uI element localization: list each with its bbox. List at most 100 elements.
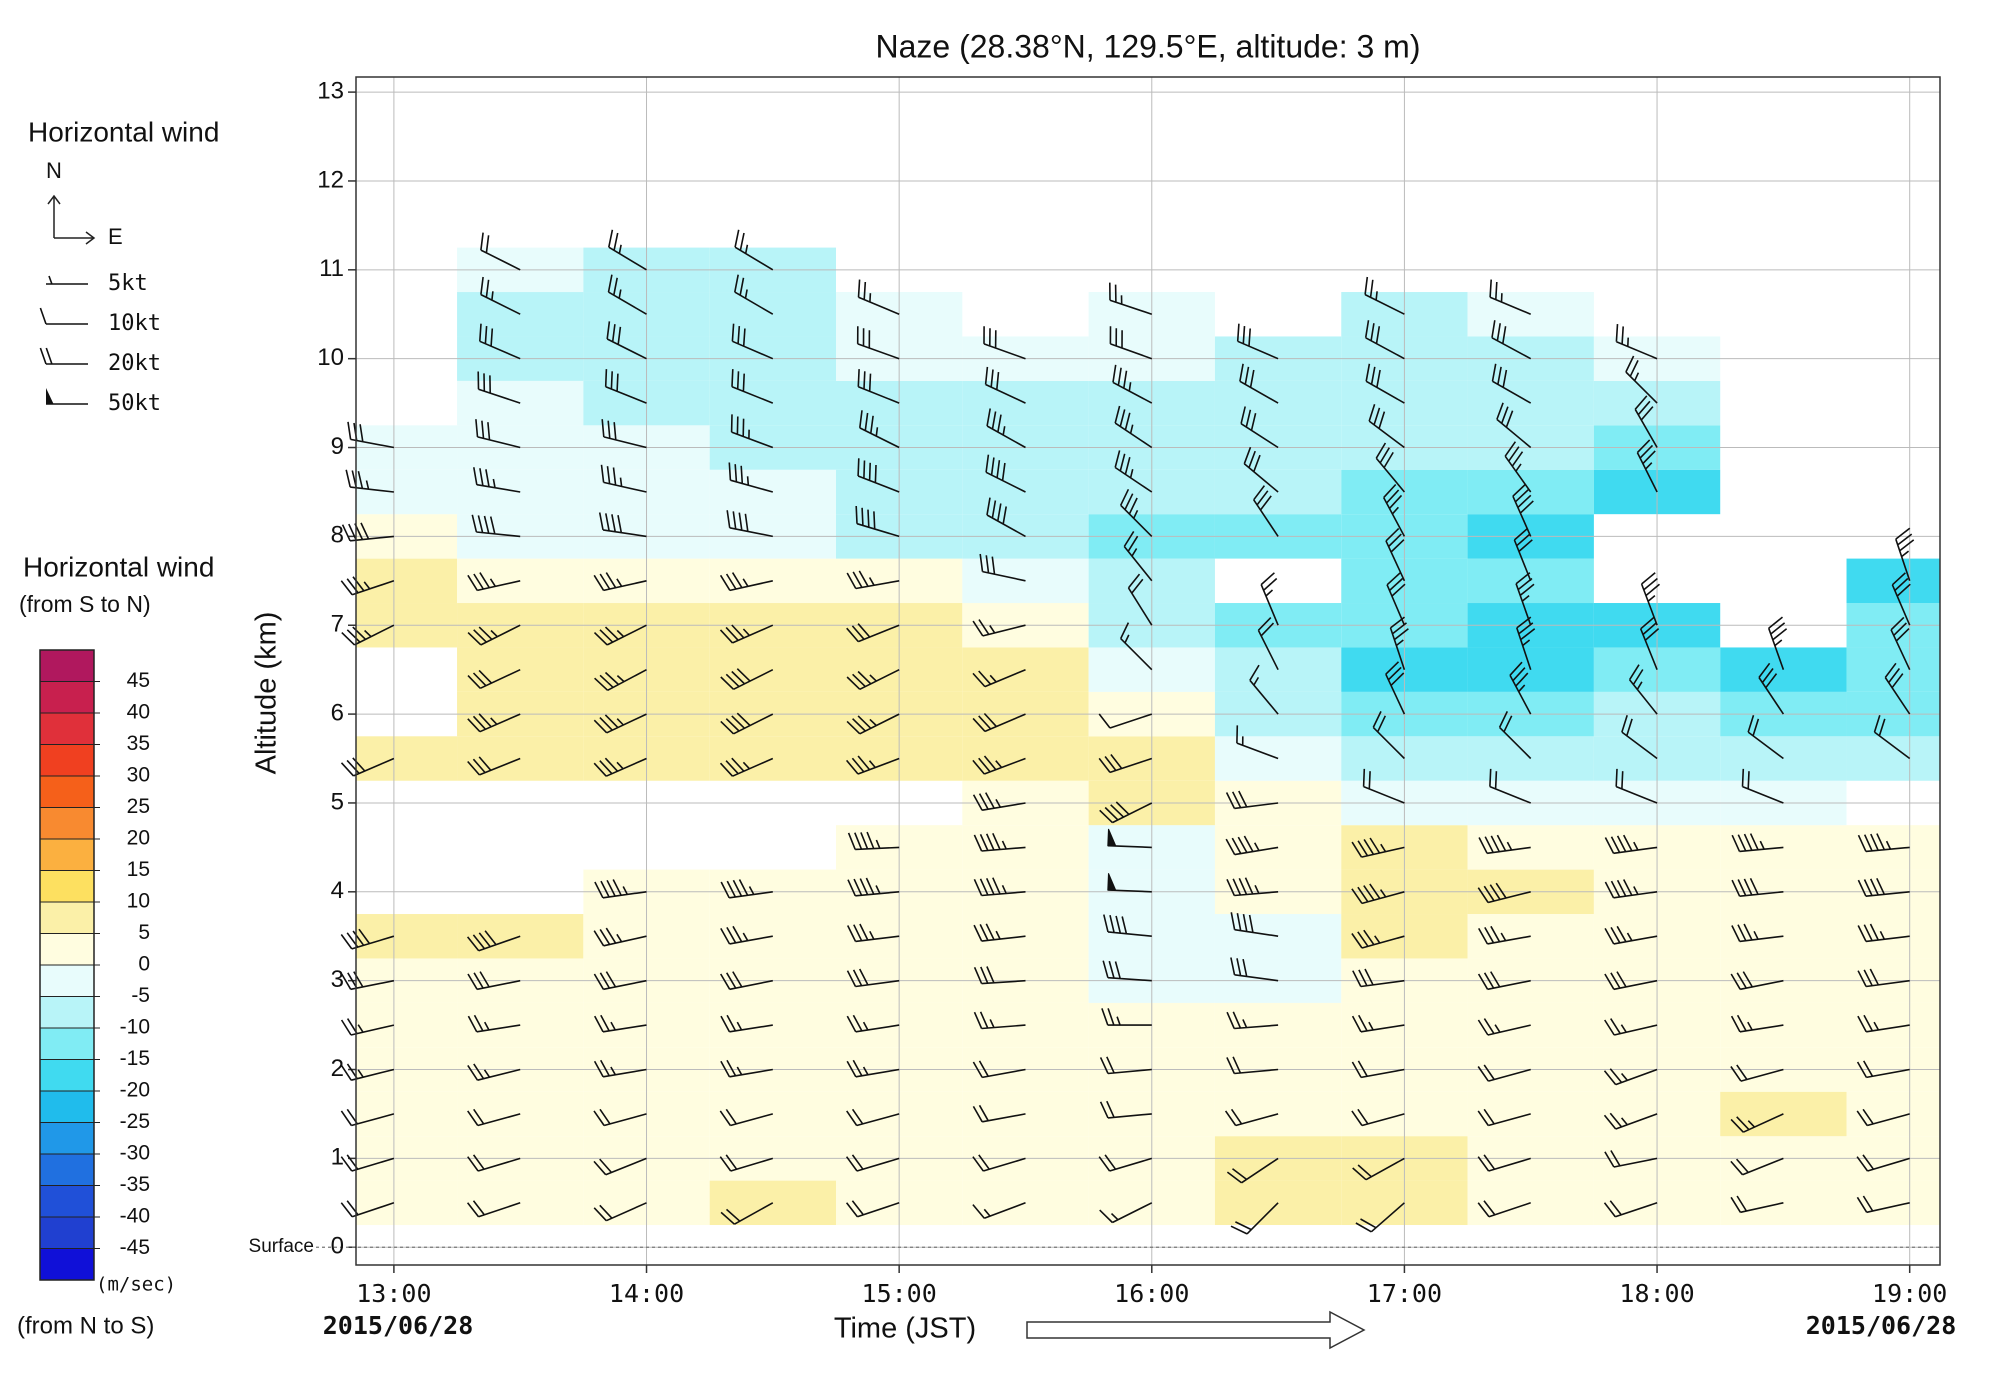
wind-cell	[1846, 736, 1940, 781]
wind-barb	[1386, 572, 1406, 626]
y-tick-label: 5	[331, 788, 344, 815]
wind-cell	[1214, 914, 1342, 959]
wind-barb	[467, 713, 521, 733]
wind-barb	[467, 1063, 521, 1081]
wind-barb	[1099, 1202, 1153, 1224]
wind-barb	[1730, 1014, 1784, 1033]
wind-barb	[1477, 1064, 1531, 1082]
wind-barb	[728, 462, 774, 493]
wind-barb	[340, 1018, 395, 1036]
colorbar-bin	[39, 807, 95, 840]
wind-barb	[720, 1059, 773, 1078]
wind-barb	[606, 321, 647, 360]
wind-barb	[467, 1108, 521, 1127]
y-tick-label: 12	[317, 166, 344, 193]
wind-barb	[1516, 616, 1536, 670]
wind-cell	[457, 469, 584, 515]
wind-barb	[1604, 1018, 1658, 1036]
colorbar-bin	[39, 996, 95, 1029]
wind-barb	[593, 971, 647, 991]
wind-barb	[734, 229, 774, 271]
wind-barb	[1225, 835, 1279, 856]
wind-cell	[356, 914, 458, 959]
colorbar-bin	[39, 744, 95, 777]
wind-barb	[1477, 882, 1531, 904]
wind-barb	[467, 756, 521, 776]
wind-barb	[1639, 616, 1660, 670]
colorbar-tick-label: -35	[120, 1173, 150, 1196]
y-tick-label: 1	[331, 1144, 344, 1171]
colorbar-tick-label: 10	[127, 890, 150, 913]
time-arrow	[1026, 1310, 1366, 1350]
wind-barb	[846, 968, 900, 988]
wind-barb	[1239, 363, 1279, 404]
wind-barb	[340, 757, 395, 777]
legend-label: 10kt	[108, 311, 161, 336]
legend-barb	[39, 347, 88, 365]
colorbar-tick-label: -40	[120, 1205, 150, 1228]
colorbar-tick-label: -30	[120, 1142, 150, 1165]
colorbar: 45 40 35 30 25 20 15 10 5 0 -5 -10 -15 -20 -25 -30 -35 -4…	[39, 649, 150, 1281]
colorbar-subtitle: (from S to N)	[19, 591, 151, 617]
wind-barb	[845, 1200, 900, 1218]
x-tick-label: 17:00	[1367, 1279, 1442, 1308]
wind-barb	[593, 1059, 647, 1078]
colorbar-tick-label: 30	[127, 764, 150, 787]
compass	[47, 194, 96, 245]
wind-barb	[1636, 439, 1658, 493]
wind-barb	[719, 1154, 774, 1172]
wind-barb	[1123, 530, 1153, 582]
colorbar-bin	[39, 1059, 95, 1092]
y-tick-label: 13	[317, 77, 344, 104]
wind-barb	[1856, 1154, 1910, 1172]
colorbar-tick-label: 0	[138, 953, 150, 976]
wind-barb	[1856, 1195, 1910, 1214]
wind-barb	[593, 1014, 647, 1033]
colorbar-bin	[39, 775, 95, 808]
wind-barb	[857, 458, 900, 493]
wind-barb	[986, 497, 1026, 538]
wind-cell	[709, 469, 836, 515]
date-left: 2015/06/28	[323, 1311, 474, 1340]
y-tick-label: 3	[331, 966, 344, 993]
wind-barb	[1895, 527, 1915, 582]
wind-barb	[467, 1014, 521, 1033]
x-tick-label: 14:00	[609, 1279, 684, 1308]
wind-barb	[1103, 914, 1152, 937]
wind-barb	[1628, 664, 1658, 715]
wind-barb	[846, 668, 900, 691]
colorbar-tick-label: 25	[127, 795, 150, 818]
colorbar-tick-label: -5	[131, 984, 150, 1007]
wind-cell	[1214, 825, 1342, 870]
wind-barb	[594, 879, 647, 899]
wind-barb	[846, 570, 900, 590]
y-axis-label: Altitude (km)	[251, 612, 283, 775]
wind-barb	[1226, 1056, 1279, 1075]
colorbar-bin	[39, 1090, 95, 1123]
wind-barb	[1891, 572, 1911, 626]
wind-barb	[972, 1154, 1026, 1172]
wind-barb	[1603, 1200, 1658, 1218]
wind-barb	[604, 369, 647, 404]
wind-barb	[720, 668, 774, 691]
wind-barb	[1489, 768, 1531, 804]
wind-barb	[475, 419, 521, 449]
y-tick-label: 8	[331, 522, 344, 549]
wind-barb	[608, 229, 647, 271]
wind-barb	[1615, 768, 1658, 804]
colorbar-tick-label: -15	[120, 1047, 150, 1070]
wind-barb	[1856, 1108, 1910, 1127]
wind-barb	[1515, 572, 1535, 626]
wind-cell	[709, 647, 836, 692]
wind-barb	[1604, 925, 1658, 945]
wind-barb	[1873, 714, 1911, 760]
wind-barb	[1098, 754, 1153, 774]
wind-barb	[859, 410, 900, 449]
wind-cell	[1467, 380, 1594, 426]
wind-barb	[972, 619, 1026, 637]
wind-barb	[846, 713, 900, 735]
y-tick-label: 0	[331, 1233, 344, 1260]
wind-barb	[1857, 968, 1910, 988]
wind-barb	[1498, 711, 1532, 760]
y-tick-label: 11	[319, 255, 344, 282]
